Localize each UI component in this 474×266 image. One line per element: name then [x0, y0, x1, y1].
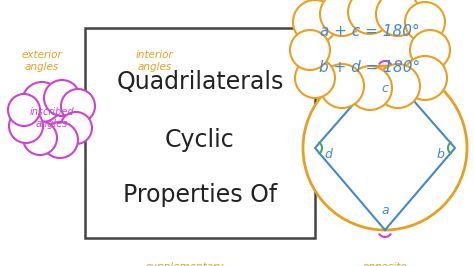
Circle shape [320, 0, 364, 36]
Circle shape [320, 64, 364, 108]
Circle shape [23, 121, 57, 155]
Text: a: a [381, 203, 389, 217]
Text: Cyclic: Cyclic [165, 128, 235, 152]
Text: inscribed
angles: inscribed angles [30, 107, 74, 129]
Circle shape [293, 0, 337, 44]
Circle shape [295, 58, 335, 98]
Circle shape [403, 56, 447, 100]
Circle shape [410, 30, 450, 70]
Circle shape [61, 89, 95, 123]
Text: d: d [324, 148, 332, 161]
Circle shape [290, 30, 330, 70]
Circle shape [8, 94, 40, 126]
Text: Properties Of: Properties Of [123, 183, 277, 207]
Circle shape [376, 64, 420, 108]
Bar [85, 28, 315, 238]
Text: exterior
angles: exterior angles [22, 50, 63, 72]
Circle shape [376, 0, 420, 36]
Text: b + d = 180°: b + d = 180° [319, 60, 420, 76]
Circle shape [348, 66, 392, 110]
Text: supplementary
angles: supplementary angles [146, 262, 224, 266]
Text: a + c = 180°: a + c = 180° [320, 24, 420, 39]
Circle shape [348, 0, 392, 34]
Text: b: b [436, 148, 444, 161]
Text: Quadrilaterals: Quadrilaterals [116, 70, 283, 94]
Circle shape [22, 82, 62, 122]
Text: interior
angles: interior angles [136, 50, 174, 72]
Circle shape [60, 112, 92, 144]
Circle shape [405, 2, 445, 42]
Circle shape [9, 109, 43, 143]
Circle shape [303, 66, 467, 230]
Text: opposite
angles: opposite angles [363, 262, 407, 266]
Circle shape [44, 80, 80, 116]
Text: c: c [382, 81, 388, 94]
Circle shape [42, 122, 78, 158]
